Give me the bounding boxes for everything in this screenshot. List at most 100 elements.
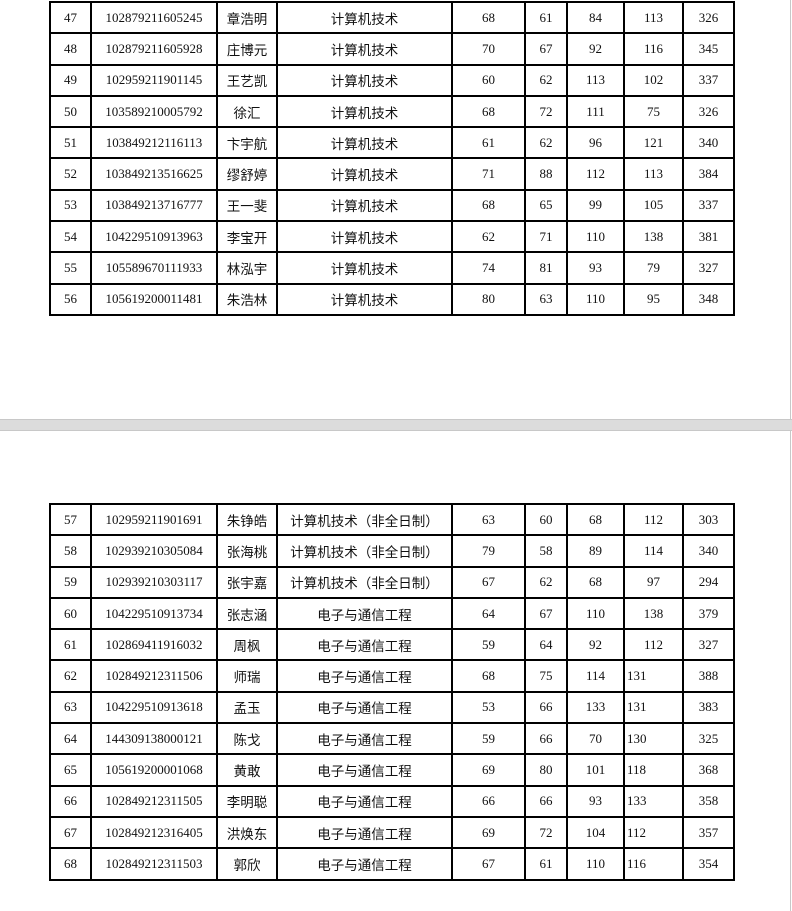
total-score-cell: 388 (682, 659, 735, 693)
table-row: 68 102849212311503 郭欣 电子与通信工程 67 61 110 116 354 (49, 847, 735, 881)
table-row: 47 102879211605245 章浩明 计算机技术 68 61 84 113 326 (49, 0, 735, 35)
major-cell: 计算机技术 (276, 220, 453, 254)
table-row: 55 105589670111933 林泓宇 计算机技术 74 81 93 79 327 (49, 251, 735, 285)
score-politics-cell: 67 (451, 565, 526, 599)
score-english-cell: 81 (524, 251, 568, 285)
row-number-cell: 66 (49, 784, 92, 818)
major-cell: 电子与通信工程 (276, 847, 453, 881)
score-english-cell: 67 (524, 32, 568, 66)
score-english-cell: 66 (524, 690, 568, 725)
row-number-cell: 48 (49, 32, 92, 66)
score-politics-cell: 71 (451, 157, 526, 191)
table-row: 49 102959211901145 王艺凯 计算机技术 60 62 113 102 337 (49, 63, 735, 97)
score-math-cell: 111 (566, 94, 625, 129)
score-table-page-1: 47 102879211605245 章浩明 计算机技术 68 61 84 113 326 48 1… (49, 0, 735, 316)
score-english-cell: 60 (524, 502, 568, 537)
student-name-cell: 徐汇 (216, 94, 278, 129)
total-score-cell: 345 (682, 32, 735, 66)
total-score-cell: 340 (682, 534, 735, 568)
score-major-cell: 112 (623, 815, 684, 850)
score-math-cell: 93 (566, 251, 625, 285)
table-row: 54 104229510913963 李宝开 计算机技术 62 71 110 138 381 (49, 220, 735, 254)
table-row: 60 104229510913734 张志涵 电子与通信工程 64 67 110 138 379 (49, 596, 735, 631)
student-name-cell: 师瑞 (216, 659, 278, 693)
student-name-cell: 朱浩林 (216, 282, 278, 316)
total-score-cell: 326 (682, 94, 735, 129)
exam-id-cell: 104229510913963 (90, 220, 218, 254)
score-english-cell: 75 (524, 659, 568, 693)
score-english-cell: 65 (524, 188, 568, 223)
exam-id-cell: 102879211605928 (90, 32, 218, 66)
score-math-cell: 112 (566, 157, 625, 191)
table-row: 53 103849213716777 王一斐 计算机技术 68 65 99 105 337 (49, 188, 735, 223)
row-number-cell: 52 (49, 157, 92, 191)
score-math-cell: 92 (566, 628, 625, 662)
score-major-cell: 113 (623, 0, 684, 35)
exam-id-cell: 104229510913734 (90, 596, 218, 631)
score-politics-cell: 59 (451, 722, 526, 756)
major-cell: 计算机技术 (276, 94, 453, 129)
total-score-cell: 327 (682, 628, 735, 662)
student-name-cell: 张宇嘉 (216, 565, 278, 599)
total-score-cell: 357 (682, 815, 735, 850)
row-number-cell: 49 (49, 63, 92, 97)
student-name-cell: 孟玉 (216, 690, 278, 725)
score-english-cell: 67 (524, 596, 568, 631)
score-english-cell: 62 (524, 126, 568, 160)
score-math-cell: 96 (566, 126, 625, 160)
score-math-cell: 99 (566, 188, 625, 223)
score-math-cell: 114 (566, 659, 625, 693)
row-number-cell: 61 (49, 628, 92, 662)
document-page-1: 47 102879211605245 章浩明 计算机技术 68 61 84 113 326 48 1… (0, 0, 791, 419)
exam-id-cell: 105589670111933 (90, 251, 218, 285)
exam-id-cell: 103849212116113 (90, 126, 218, 160)
score-major-cell: 138 (623, 220, 684, 254)
student-name-cell: 洪焕东 (216, 815, 278, 850)
score-table-page-2: 57 102959211901691 朱铮皓 计算机技术（非全日制） 63 60 68 112… (49, 502, 735, 881)
total-score-cell: 384 (682, 157, 735, 191)
row-number-cell: 51 (49, 126, 92, 160)
major-cell: 电子与通信工程 (276, 815, 453, 850)
table-row: 52 103849213516625 缪舒婷 计算机技术 71 88 112 113 384 (49, 157, 735, 191)
student-name-cell: 郭欣 (216, 847, 278, 881)
score-politics-cell: 69 (451, 753, 526, 787)
exam-id-cell: 102959211901691 (90, 502, 218, 537)
major-cell: 计算机技术（非全日制） (276, 565, 453, 599)
exam-id-cell: 102959211901145 (90, 63, 218, 97)
exam-id-cell: 104229510913618 (90, 690, 218, 725)
major-cell: 计算机技术 (276, 188, 453, 223)
major-cell: 计算机技术（非全日制） (276, 534, 453, 568)
score-math-cell: 110 (566, 847, 625, 881)
score-politics-cell: 64 (451, 596, 526, 631)
score-major-cell: 116 (623, 32, 684, 66)
row-number-cell: 53 (49, 188, 92, 223)
student-name-cell: 卞宇航 (216, 126, 278, 160)
score-politics-cell: 79 (451, 534, 526, 568)
score-politics-cell: 63 (451, 502, 526, 537)
row-number-cell: 67 (49, 815, 92, 850)
score-major-cell: 112 (623, 628, 684, 662)
score-politics-cell: 80 (451, 282, 526, 316)
exam-id-cell: 105619200011481 (90, 282, 218, 316)
total-score-cell: 327 (682, 251, 735, 285)
table-row: 65 105619200001068 黄敢 电子与通信工程 69 80 101 118 368 (49, 753, 735, 787)
row-number-cell: 54 (49, 220, 92, 254)
score-math-cell: 133 (566, 690, 625, 725)
total-score-cell: 326 (682, 0, 735, 35)
student-name-cell: 王艺凯 (216, 63, 278, 97)
table-row: 50 103589210005792 徐汇 计算机技术 68 72 111 75 326 (49, 94, 735, 129)
table-row: 64 144309138000121 陈戈 电子与通信工程 59 66 70 130 325 (49, 722, 735, 756)
major-cell: 电子与通信工程 (276, 628, 453, 662)
score-english-cell: 88 (524, 157, 568, 191)
score-major-cell: 95 (623, 282, 684, 316)
major-cell: 电子与通信工程 (276, 784, 453, 818)
table-row: 62 102849212311506 师瑞 电子与通信工程 68 75 114 131 388 (49, 659, 735, 693)
table-row: 56 105619200011481 朱浩林 计算机技术 80 63 110 95 348 (49, 282, 735, 316)
row-number-cell: 63 (49, 690, 92, 725)
major-cell: 计算机技术（非全日制） (276, 502, 453, 537)
score-english-cell: 62 (524, 63, 568, 97)
total-score-cell: 358 (682, 784, 735, 818)
score-politics-cell: 59 (451, 628, 526, 662)
exam-id-cell: 103849213516625 (90, 157, 218, 191)
score-major-cell: 105 (623, 188, 684, 223)
